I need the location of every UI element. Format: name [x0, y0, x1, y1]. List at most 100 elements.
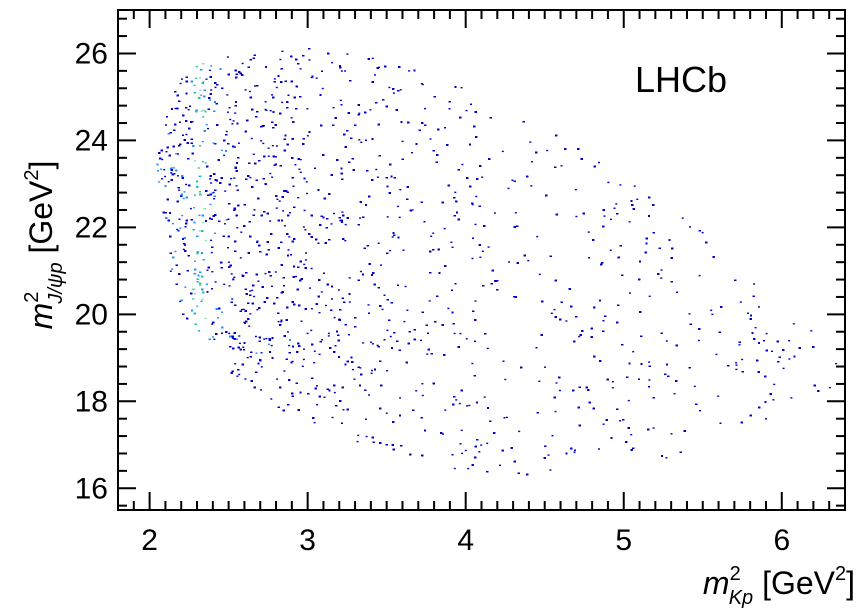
data-point [298, 168, 301, 170]
data-point [735, 368, 738, 371]
data-point [465, 109, 468, 112]
density-points [156, 48, 838, 476]
data-point [689, 226, 691, 228]
data-point [480, 444, 483, 446]
data-point [234, 112, 237, 114]
data-point [339, 219, 342, 222]
data-point [182, 248, 185, 251]
data-point [313, 421, 316, 424]
data-point [233, 146, 236, 148]
data-point [299, 171, 302, 173]
data-point [429, 138, 432, 140]
data-point [565, 320, 568, 322]
data-point [306, 192, 308, 195]
data-point [211, 323, 214, 325]
data-point [233, 276, 236, 278]
data-point [288, 344, 291, 347]
data-point [181, 214, 184, 217]
data-point [278, 200, 281, 202]
data-point [304, 259, 307, 261]
data-point [254, 335, 257, 338]
data-point [368, 394, 370, 396]
data-point [331, 416, 334, 419]
data-point [558, 389, 561, 392]
data-point [198, 330, 201, 332]
data-point [172, 222, 174, 225]
data-point [273, 164, 276, 167]
data-point [399, 189, 402, 191]
data-point [619, 184, 622, 186]
data-point [399, 397, 402, 399]
data-point [406, 309, 409, 311]
data-point [511, 179, 514, 181]
data-point [792, 323, 795, 325]
data-point [161, 178, 164, 180]
data-point [530, 185, 533, 187]
data-point [250, 137, 253, 140]
data-point [214, 86, 217, 89]
data-point [187, 109, 190, 111]
data-point [199, 145, 201, 147]
data-point [224, 190, 227, 192]
data-point [313, 350, 316, 352]
data-point [220, 149, 223, 152]
data-point [602, 423, 605, 425]
data-point [701, 231, 704, 234]
data-point [283, 225, 286, 227]
data-point [502, 360, 505, 362]
data-point [758, 306, 760, 308]
data-point [665, 340, 668, 342]
data-point [269, 220, 272, 222]
data-point [223, 283, 226, 285]
data-point [471, 203, 474, 206]
data-point [211, 336, 214, 338]
data-point [164, 175, 167, 178]
data-point [179, 227, 182, 229]
data-point [391, 236, 394, 238]
data-point [474, 223, 477, 226]
data-point [308, 59, 311, 61]
data-point [738, 344, 741, 346]
data-point [465, 338, 468, 340]
data-point [213, 198, 216, 200]
data-point [210, 89, 213, 91]
data-point [205, 78, 208, 80]
data-point [711, 313, 714, 315]
data-point [381, 308, 384, 311]
data-point [210, 65, 213, 67]
data-point [249, 176, 252, 179]
data-point [310, 76, 313, 79]
data-point [185, 133, 188, 136]
data-point [196, 305, 199, 307]
data-point [177, 153, 179, 155]
data-point [735, 362, 738, 364]
data-point [340, 70, 343, 72]
data-point [508, 261, 510, 263]
data-point [276, 145, 278, 147]
data-point [454, 191, 457, 193]
data-point [551, 435, 554, 437]
data-point [555, 382, 558, 384]
data-point [213, 338, 216, 340]
data-point [530, 161, 533, 163]
data-point [201, 141, 204, 143]
data-point [331, 298, 333, 300]
data-point [486, 347, 489, 350]
data-point [306, 135, 309, 137]
data-point [504, 378, 507, 381]
data-point [315, 77, 318, 79]
data-point [648, 361, 651, 363]
data-point [478, 451, 481, 453]
data-point [232, 279, 235, 281]
data-point [287, 249, 290, 251]
data-point [249, 290, 252, 292]
data-point [630, 434, 633, 436]
data-point [207, 127, 209, 130]
data-point [460, 429, 463, 431]
data-point [248, 90, 251, 93]
data-point [283, 370, 286, 372]
data-point [547, 454, 550, 456]
data-point [242, 346, 245, 348]
data-point [483, 396, 486, 398]
